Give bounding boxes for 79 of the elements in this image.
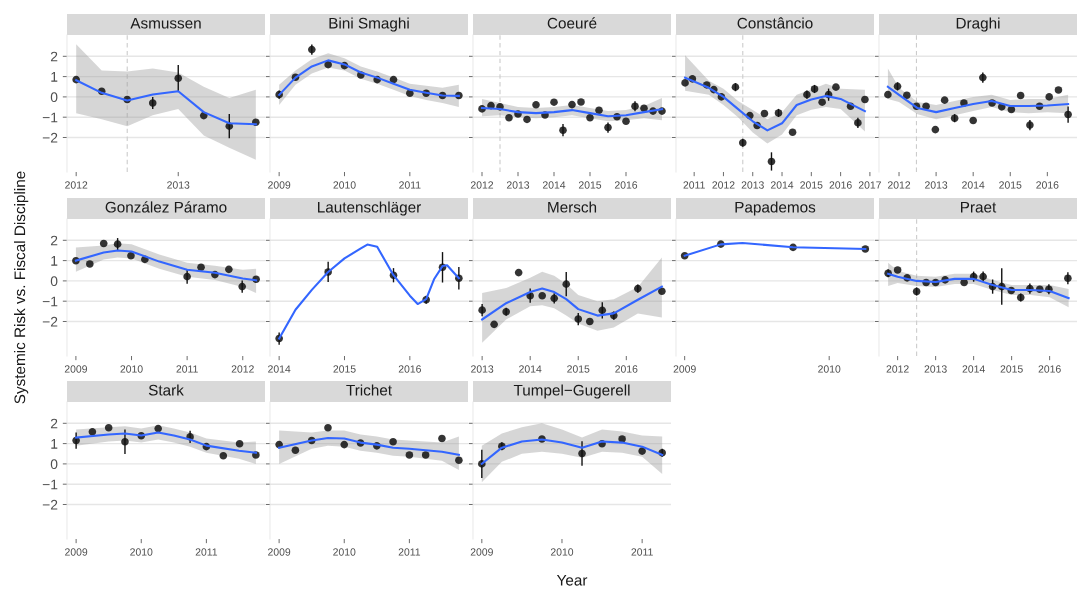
x-tick-label: 2013 <box>924 365 947 373</box>
y-tick-label: 0 <box>50 459 58 470</box>
x-tick-label: 2015 <box>333 365 356 373</box>
y-tick-label: −1 <box>42 112 58 123</box>
chart-title: Lautenschläger <box>318 201 421 216</box>
x-tick-label: 2009 <box>64 365 87 373</box>
chart-title: González Páramo <box>105 201 227 213</box>
y-tick-label: −2 <box>42 132 58 143</box>
x-tick-label: 2015 <box>1000 365 1023 373</box>
y-tick-label: 1 <box>51 256 58 266</box>
y-tick-label: −2 <box>42 316 58 327</box>
x-tick-label: 2016 <box>829 181 852 189</box>
y-tick-label: 2 <box>50 51 58 62</box>
x-tick-label: 2010 <box>818 365 841 373</box>
x-tick-label: 2015 <box>578 181 602 189</box>
x-tick-label: 2010 <box>333 181 356 189</box>
x-tick-label: 2013 <box>925 181 948 189</box>
x-axis-title: Year <box>556 574 588 586</box>
y-tick-label: 0 <box>50 276 58 287</box>
y-tick-label: 2 <box>50 418 58 429</box>
x-tick-label: 2014 <box>962 181 985 189</box>
x-tick-label: 2013 <box>741 181 764 189</box>
x-tick-label: 2011 <box>398 548 421 556</box>
chart-title: Papademos <box>735 201 816 216</box>
y-tick-label: 0 <box>50 92 58 103</box>
y-tick-label: 2 <box>50 235 58 246</box>
x-tick-label: 2010 <box>120 365 143 373</box>
x-tick-label: 2011 <box>195 548 218 556</box>
x-tick-label: 2010 <box>130 548 153 556</box>
y-tick-label: 1 <box>51 72 58 82</box>
x-tick-label: 2014 <box>770 181 794 189</box>
x-tick-label: 2012 <box>887 181 911 189</box>
x-tick-label: 2016 <box>614 181 638 189</box>
x-tick-label: 2014 <box>519 365 542 373</box>
x-tick-label: 2011 <box>683 181 705 189</box>
x-tick-label: 2011 <box>399 181 421 189</box>
x-tick-label: 2013 <box>167 181 190 189</box>
chart-title: Stark <box>148 384 184 396</box>
y-tick-label: 1 <box>51 439 58 449</box>
x-tick-label: 2009 <box>65 548 88 556</box>
x-tick-label: 2015 <box>800 181 823 189</box>
x-tick-label: 2009 <box>268 181 291 189</box>
chart-title: Tumpel−Gugerell <box>513 384 630 399</box>
x-tick-label: 2009 <box>268 548 291 556</box>
x-tick-label: 2015 <box>567 365 590 373</box>
x-tick-label: 2016 <box>1036 181 1059 189</box>
y-axis-title: Systemic Risk vs. Fiscal Discipline <box>14 171 29 404</box>
x-tick-label: 2016 <box>615 365 638 373</box>
x-tick-label: 2012 <box>886 365 909 373</box>
x-tick-label: 2011 <box>631 548 653 556</box>
chart-title: Praet <box>961 201 997 213</box>
x-tick-label: 2013 <box>471 365 494 373</box>
chart-title: Draghi <box>956 17 1000 32</box>
x-tick-label: 2009 <box>470 548 493 556</box>
x-tick-label: 2012 <box>65 181 88 189</box>
x-tick-label: 2017 <box>858 181 881 189</box>
x-tick-label: 2016 <box>398 365 421 373</box>
y-tick-label: −1 <box>42 296 58 307</box>
x-tick-label: 2010 <box>550 548 574 556</box>
x-tick-label: 2014 <box>268 365 291 373</box>
y-tick-label: −2 <box>42 499 58 510</box>
x-tick-label: 2016 <box>1038 365 1061 373</box>
chart-title: Constâncio <box>737 17 813 29</box>
chart-title: Coeuré <box>547 17 597 29</box>
x-tick-label: 2013 <box>506 181 530 189</box>
x-tick-label: 2011 <box>176 365 198 373</box>
x-tick-label: 2010 <box>333 548 356 556</box>
x-tick-label: 2012 <box>470 181 494 189</box>
x-tick-label: 2014 <box>542 181 566 189</box>
x-tick-label: 2015 <box>999 181 1022 189</box>
chart-title: Mersch <box>548 201 597 213</box>
chart-title: Asmussen <box>130 17 201 29</box>
y-tick-label: −1 <box>42 479 58 490</box>
chart-title: Bini Smaghi <box>329 17 409 32</box>
x-tick-label: 2012 <box>231 365 254 373</box>
chart-title: Trichet <box>346 384 392 396</box>
x-tick-label: 2009 <box>673 365 696 373</box>
x-tick-label: 2014 <box>962 365 985 373</box>
x-tick-label: 2012 <box>712 181 735 189</box>
